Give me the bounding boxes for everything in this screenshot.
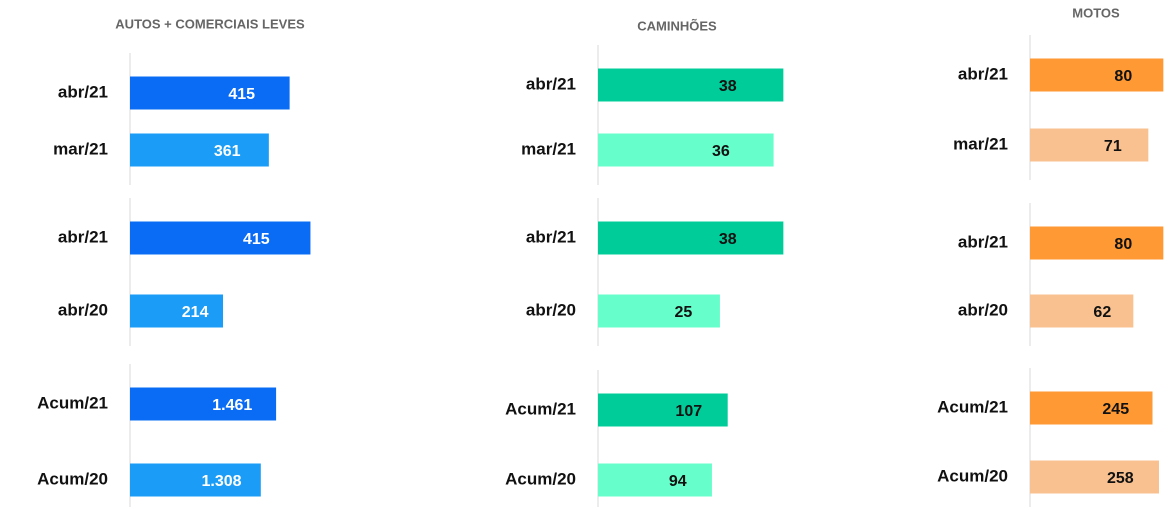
value-label: 415 xyxy=(228,86,255,103)
value-label: 361 xyxy=(214,143,241,160)
value-label: 38 xyxy=(719,231,737,248)
value-label: 1.461 xyxy=(212,397,252,414)
bar xyxy=(598,294,720,328)
value-label: 36 xyxy=(712,143,730,160)
value-label: 107 xyxy=(675,403,702,420)
bar xyxy=(1030,128,1149,162)
category-label: mar/21 xyxy=(953,134,1008,153)
value-label: 62 xyxy=(1093,304,1111,321)
value-label: 80 xyxy=(1114,236,1132,253)
category-label: abr/21 xyxy=(958,64,1008,83)
value-label: 214 xyxy=(182,304,209,321)
category-label: abr/20 xyxy=(58,300,108,319)
category-label: abr/21 xyxy=(958,232,1008,251)
bar xyxy=(130,76,290,110)
category-label: abr/21 xyxy=(58,82,108,101)
bar xyxy=(598,221,784,255)
category-label: Acum/20 xyxy=(505,469,576,488)
bar xyxy=(1030,226,1164,260)
value-label: 258 xyxy=(1107,470,1134,487)
category-label: Acum/20 xyxy=(37,469,108,488)
category-label: abr/20 xyxy=(958,300,1008,319)
bar xyxy=(130,294,224,328)
bar xyxy=(598,393,728,427)
bar xyxy=(130,221,311,255)
value-label: 71 xyxy=(1104,138,1122,155)
bar xyxy=(1030,460,1159,494)
chart-title: AUTOS + COMERCIAIS LEVES xyxy=(115,16,305,31)
bar xyxy=(598,463,712,497)
category-label: mar/21 xyxy=(521,139,576,158)
value-label: 245 xyxy=(1102,401,1129,418)
bar xyxy=(130,463,261,497)
value-label: 80 xyxy=(1114,68,1132,85)
value-label: 38 xyxy=(719,78,737,95)
category-label: Acum/21 xyxy=(37,393,108,412)
category-label: mar/21 xyxy=(53,139,108,158)
value-label: 1.308 xyxy=(202,473,242,490)
value-label: 415 xyxy=(243,231,270,248)
bar xyxy=(1030,58,1164,92)
category-label: abr/20 xyxy=(526,300,576,319)
category-label: abr/21 xyxy=(526,227,576,246)
chart-title: MOTOS xyxy=(1072,5,1120,20)
category-label: Acum/20 xyxy=(937,466,1008,485)
category-label: Acum/21 xyxy=(937,397,1008,416)
bar xyxy=(598,133,774,167)
value-label: 94 xyxy=(669,473,687,490)
bar xyxy=(130,387,277,421)
bar xyxy=(130,133,269,167)
value-label: 25 xyxy=(674,304,692,321)
category-label: abr/21 xyxy=(58,227,108,246)
category-label: Acum/21 xyxy=(505,399,576,418)
bar xyxy=(1030,391,1153,425)
chart-title: CAMINHÕES xyxy=(637,18,717,33)
bar xyxy=(598,68,784,102)
bar xyxy=(1030,294,1134,328)
category-label: abr/21 xyxy=(526,74,576,93)
